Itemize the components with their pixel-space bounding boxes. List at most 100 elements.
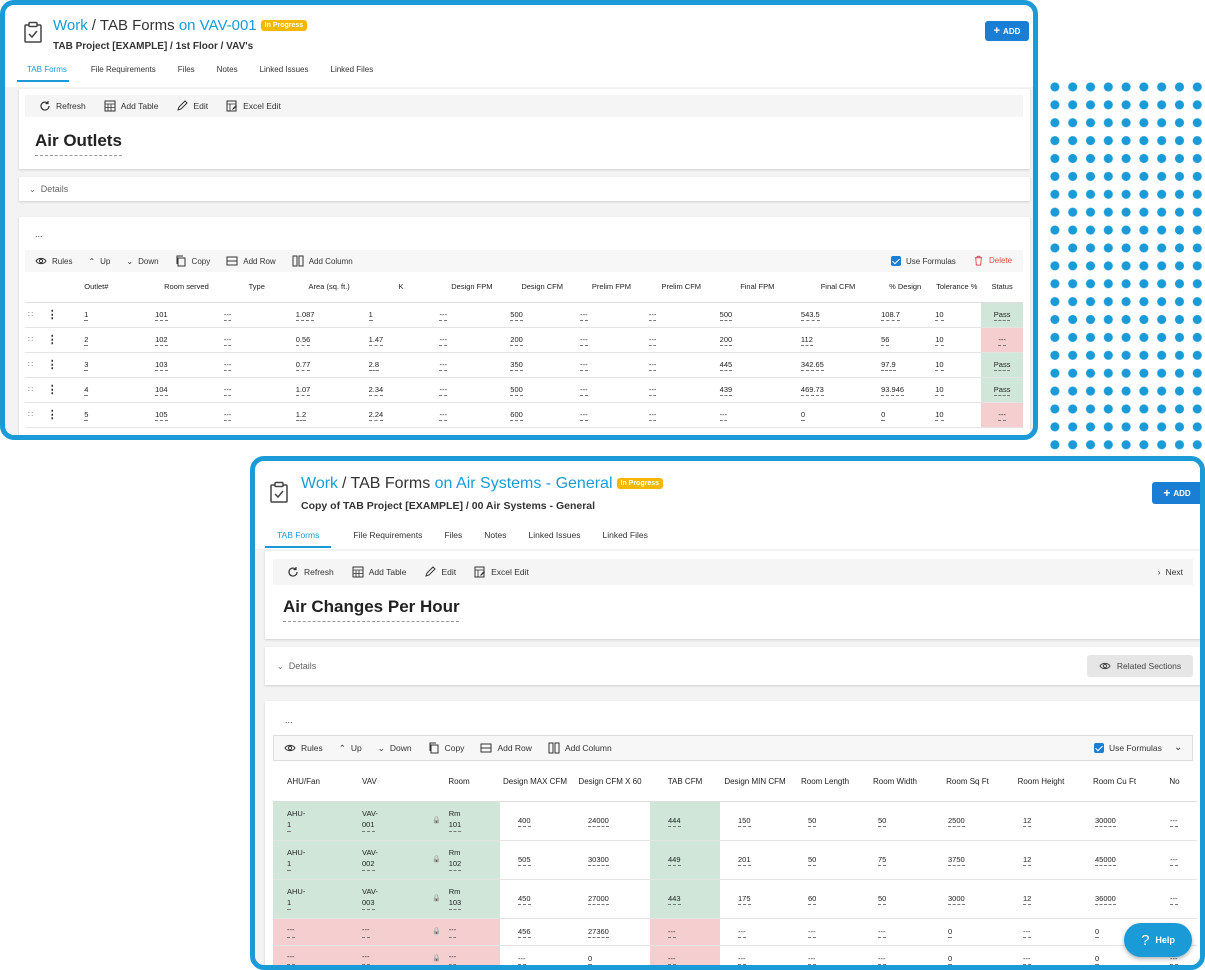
column-header[interactable]: TAB CFM	[650, 763, 720, 802]
table-cell[interactable]: 5	[81, 402, 153, 428]
row-menu-icon[interactable]: ⋮	[43, 352, 82, 378]
drag-handle-icon[interactable]: ∷	[25, 352, 44, 378]
move-up-button[interactable]: ⌃ Up	[88, 256, 111, 266]
table-row[interactable]: ∷ ⋮ 4 104 --- 1.07 2.34 --- 500 --- --- 439 469.73 93…	[25, 377, 1023, 403]
row-menu-icon[interactable]: ⋮	[43, 327, 82, 353]
table-cell[interactable]: 4	[81, 377, 153, 403]
table-cell[interactable]: 2.24	[365, 402, 437, 428]
status-cell[interactable]: ---	[981, 402, 1023, 428]
table-cell[interactable]: 45000	[1077, 840, 1152, 880]
breadcrumb-work-link[interactable]: Work	[301, 475, 339, 492]
edit-button[interactable]: Edit	[176, 100, 208, 112]
row-menu-icon[interactable]: ⋮	[43, 377, 82, 403]
table-cell[interactable]: 112	[797, 327, 879, 353]
vav-cell[interactable]: VAV- 003	[348, 879, 418, 919]
breadcrumb-target-link[interactable]: on Air Systems - General	[434, 475, 613, 492]
table-cell[interactable]: 30300	[570, 840, 650, 880]
column-header[interactable]: Design MIN CFM	[720, 763, 790, 802]
table-cell[interactable]: ---	[436, 327, 508, 353]
table-cell[interactable]: ---	[790, 945, 860, 965]
refresh-button[interactable]: Refresh	[287, 566, 334, 578]
room-cell[interactable]: 🔒 Rm 101	[418, 801, 500, 841]
column-header[interactable]: Prelim CFM	[645, 274, 717, 303]
tab-tab-forms[interactable]: TAB Forms	[17, 65, 69, 82]
table-cell[interactable]: 445	[716, 352, 798, 378]
table-cell[interactable]: ---	[790, 918, 860, 946]
delete-button[interactable]: Delete	[973, 255, 1012, 266]
ahu-cell[interactable]: AHU- 1	[273, 801, 348, 841]
table-cell[interactable]: 444	[650, 801, 720, 841]
column-header[interactable]: Room Width	[860, 763, 930, 802]
table-cell[interactable]: 24000	[570, 801, 650, 841]
table-row[interactable]: AHU- 1 VAV- 001 🔒 Rm 101 400 24000 444 150 50 50 2500…	[273, 801, 1197, 841]
status-cell[interactable]: Pass	[981, 302, 1023, 328]
table-cell[interactable]: 3750	[930, 840, 1005, 880]
table-cell[interactable]: 10	[932, 327, 982, 353]
move-up-button[interactable]: ⌃ Up	[338, 742, 362, 754]
table-cell[interactable]: 3000	[930, 879, 1005, 919]
table-cell[interactable]: 56	[878, 327, 933, 353]
table-cell[interactable]: 10	[932, 377, 982, 403]
table-cell[interactable]: 450	[500, 879, 570, 919]
table-cell[interactable]: ---	[577, 352, 646, 378]
table-cell[interactable]: ---	[645, 352, 717, 378]
ahu-cell[interactable]: AHU- 1	[273, 840, 348, 880]
table-cell[interactable]: 500	[507, 302, 578, 328]
drag-handle-icon[interactable]: ∷	[25, 327, 44, 353]
tab-notes[interactable]: Notes	[484, 530, 507, 540]
table-cell[interactable]: 12	[1005, 879, 1077, 919]
table-cell[interactable]: ---	[720, 918, 790, 946]
breadcrumb-target-link[interactable]: on VAV-001	[178, 17, 257, 34]
drag-handle-icon[interactable]: ∷	[25, 302, 44, 328]
table-cell[interactable]: ---	[716, 402, 798, 428]
breadcrumb-tab-forms[interactable]: TAB Forms	[350, 475, 431, 492]
ahu-cell[interactable]: AHU- 1	[273, 879, 348, 919]
room-cell[interactable]: 🔒 Rm 103	[418, 879, 500, 919]
tab-tab-forms[interactable]: TAB Forms	[265, 530, 332, 548]
table-cell[interactable]: ---	[860, 918, 930, 946]
table-cell[interactable]: 12	[1005, 840, 1077, 880]
table-cell[interactable]: 456	[500, 918, 570, 946]
tab-files[interactable]: Files	[444, 530, 463, 540]
next-button[interactable]: › Next	[1157, 567, 1183, 577]
move-down-button[interactable]: ⌄ Down	[377, 742, 412, 754]
table-cell[interactable]: 505	[500, 840, 570, 880]
table-cell[interactable]: 0	[878, 402, 933, 428]
add-button[interactable]: + ADD	[1152, 482, 1200, 504]
rules-button[interactable]: Rules	[284, 742, 323, 754]
table-cell[interactable]: 1.47	[365, 327, 437, 353]
room-cell[interactable]: 🔒 Rm 102	[418, 840, 500, 880]
vav-cell[interactable]: ---	[348, 918, 418, 946]
table-cell[interactable]: 2.8	[365, 352, 437, 378]
table-cell[interactable]: 543.5	[797, 302, 879, 328]
copy-button[interactable]: Copy	[175, 255, 210, 267]
table-cell[interactable]: 50	[790, 801, 860, 841]
table-cell[interactable]: 27000	[570, 879, 650, 919]
table-cell[interactable]: 101	[152, 302, 221, 328]
table-cell[interactable]: 1	[365, 302, 437, 328]
table-cell[interactable]: 0	[570, 945, 650, 965]
details-toggle[interactable]: ⌄ Details	[29, 184, 69, 194]
details-toggle[interactable]: ⌄ Details	[277, 661, 317, 671]
table-cell[interactable]: ---	[220, 302, 293, 328]
column-header[interactable]: Room Length	[790, 763, 860, 802]
table-cell[interactable]: 3	[81, 352, 153, 378]
table-cell[interactable]: 201	[720, 840, 790, 880]
tab-linked-issues[interactable]: Linked Issues	[259, 65, 309, 74]
add-column-button[interactable]: Add Column	[548, 742, 612, 754]
table-row[interactable]: ∷ ⋮ 1 101 --- 1.087 1 --- 500 --- --- 500 543.5 108.7…	[25, 302, 1023, 328]
column-header[interactable]: Design FPM	[436, 274, 508, 303]
column-header[interactable]: Room Sq Ft	[930, 763, 1005, 802]
table-cell[interactable]: 103	[152, 352, 221, 378]
table-cell[interactable]: ---	[720, 945, 790, 965]
table-cell[interactable]: 0	[797, 402, 879, 428]
column-header[interactable]: Final FPM	[716, 274, 798, 303]
column-header[interactable]: AHU/Fan	[273, 763, 348, 802]
table-cell[interactable]: 50	[860, 801, 930, 841]
add-row-button[interactable]: Add Row	[226, 255, 276, 267]
column-header[interactable]: Final CFM	[797, 274, 879, 303]
breadcrumb-work-link[interactable]: Work	[53, 17, 88, 34]
drag-handle-icon[interactable]: ∷	[25, 402, 44, 428]
table-cell[interactable]: 2	[81, 327, 153, 353]
